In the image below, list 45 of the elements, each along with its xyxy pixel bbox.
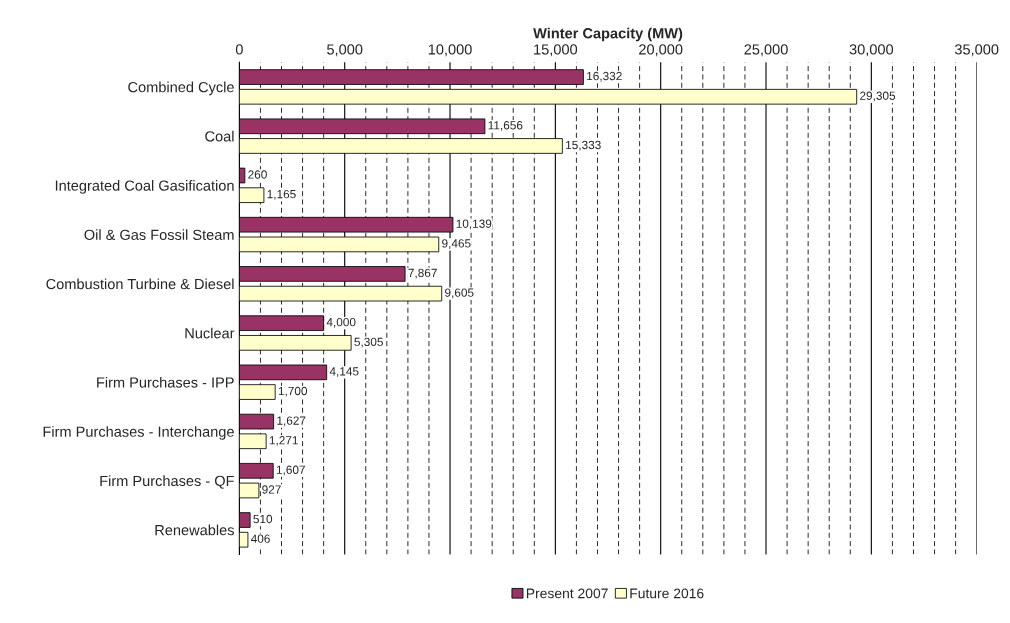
y-tick-label: Combustion Turbine & Diesel [46, 278, 234, 290]
data-label: 927 [262, 485, 281, 494]
y-tick-label: Combined Cycle [128, 81, 234, 96]
y-tick-label: Renewables [155, 524, 234, 536]
x-tick-label: 0 [235, 44, 243, 55]
y-tick-label: Integrated Coal Gasification [55, 180, 234, 194]
data-label: 4,000 [326, 317, 356, 328]
data-label: 1,627 [277, 416, 306, 427]
y-tick-label: Firm Purchases - Interchange [43, 426, 234, 440]
x-tick-label: 5,000 [327, 44, 363, 57]
data-label: 4,145 [329, 367, 359, 377]
data-label: 11,656 [488, 121, 523, 131]
data-label: 1,607 [276, 465, 305, 476]
y-tick-label: Firm Purchases - IPP [97, 376, 234, 388]
x-tick-label: 35,000 [954, 44, 999, 57]
data-label: 1,165 [267, 190, 296, 200]
data-label: 510 [253, 514, 273, 524]
bar [239, 167, 246, 184]
data-label: 16,332 [587, 71, 622, 82]
data-label: 10,139 [456, 219, 492, 230]
data-label: 15,333 [566, 140, 601, 151]
data-label: 9,465 [442, 239, 471, 249]
legend-label: Present 2007 [526, 588, 608, 599]
data-label: 5,305 [354, 337, 383, 348]
x-tick-label: 10,000 [428, 44, 472, 57]
data-label: 1,700 [278, 386, 308, 397]
x-tick-label: 15,000 [534, 44, 578, 57]
y-tick-label: Coal [205, 130, 234, 142]
data-label: 29,305 [860, 91, 896, 102]
data-label: 1,271 [269, 436, 298, 446]
data-label: 7,867 [408, 268, 437, 279]
x-tick-label: 20,000 [639, 44, 683, 57]
bar [239, 512, 251, 528]
bar [239, 531, 249, 548]
x-tick-label: 30,000 [849, 44, 894, 57]
x-tick-label: 25,000 [744, 44, 788, 57]
y-tick-label: Firm Purchases - QF [100, 475, 234, 489]
data-label: 260 [248, 170, 267, 179]
y-tick-label: Nuclear [185, 327, 235, 339]
x-axis-title: Winter Capacity (MW) [533, 27, 683, 42]
data-label: 406 [250, 534, 270, 543]
y-tick-label: Oil & Gas Fossil Steam [84, 229, 234, 240]
bar [239, 364, 328, 381]
data-label: 9,605 [445, 288, 474, 299]
legend-label: Future 2016 [630, 588, 704, 599]
